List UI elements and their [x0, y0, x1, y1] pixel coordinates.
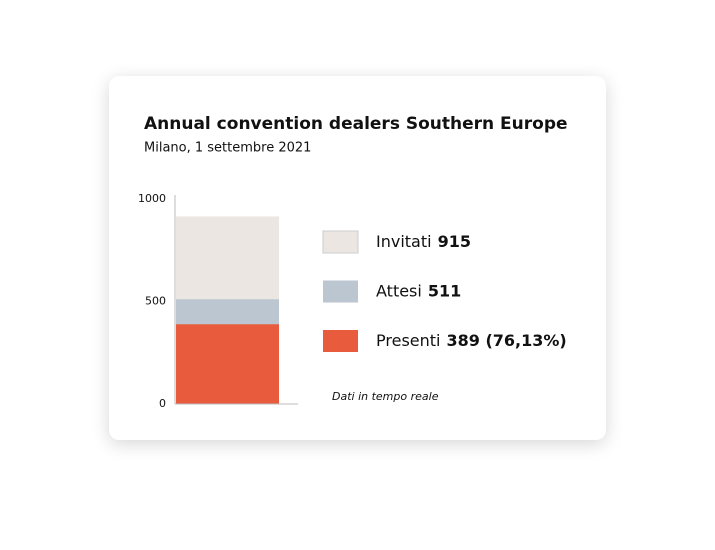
y-tick-label: 1000 [138, 192, 166, 205]
legend-label: Attesi 511 [376, 281, 461, 300]
annotation: Dati in tempo reale [332, 390, 439, 403]
chart-title: Annual convention dealers Southern Europ… [144, 114, 568, 134]
y-tick-label: 500 [145, 295, 166, 308]
bar [176, 324, 279, 404]
chart-subtitle: Milano, 1 settembre 2021 [144, 141, 311, 156]
legend-swatch [322, 230, 359, 254]
legend-name: Invitati [376, 232, 432, 251]
legend-label: Presenti 389 (76,13%) [376, 331, 567, 350]
value-label: 915 [438, 232, 471, 251]
y-tick-label: 0 [159, 397, 166, 410]
legend-swatch [323, 280, 358, 303]
legend-name: Presenti [376, 331, 440, 350]
legend-name: Attesi [376, 281, 422, 300]
legend-label: Invitati 915 [376, 232, 471, 251]
legend-swatch [323, 330, 358, 352]
value-label: 389 (76,13%) [446, 331, 566, 350]
value-label: 511 [428, 281, 461, 300]
